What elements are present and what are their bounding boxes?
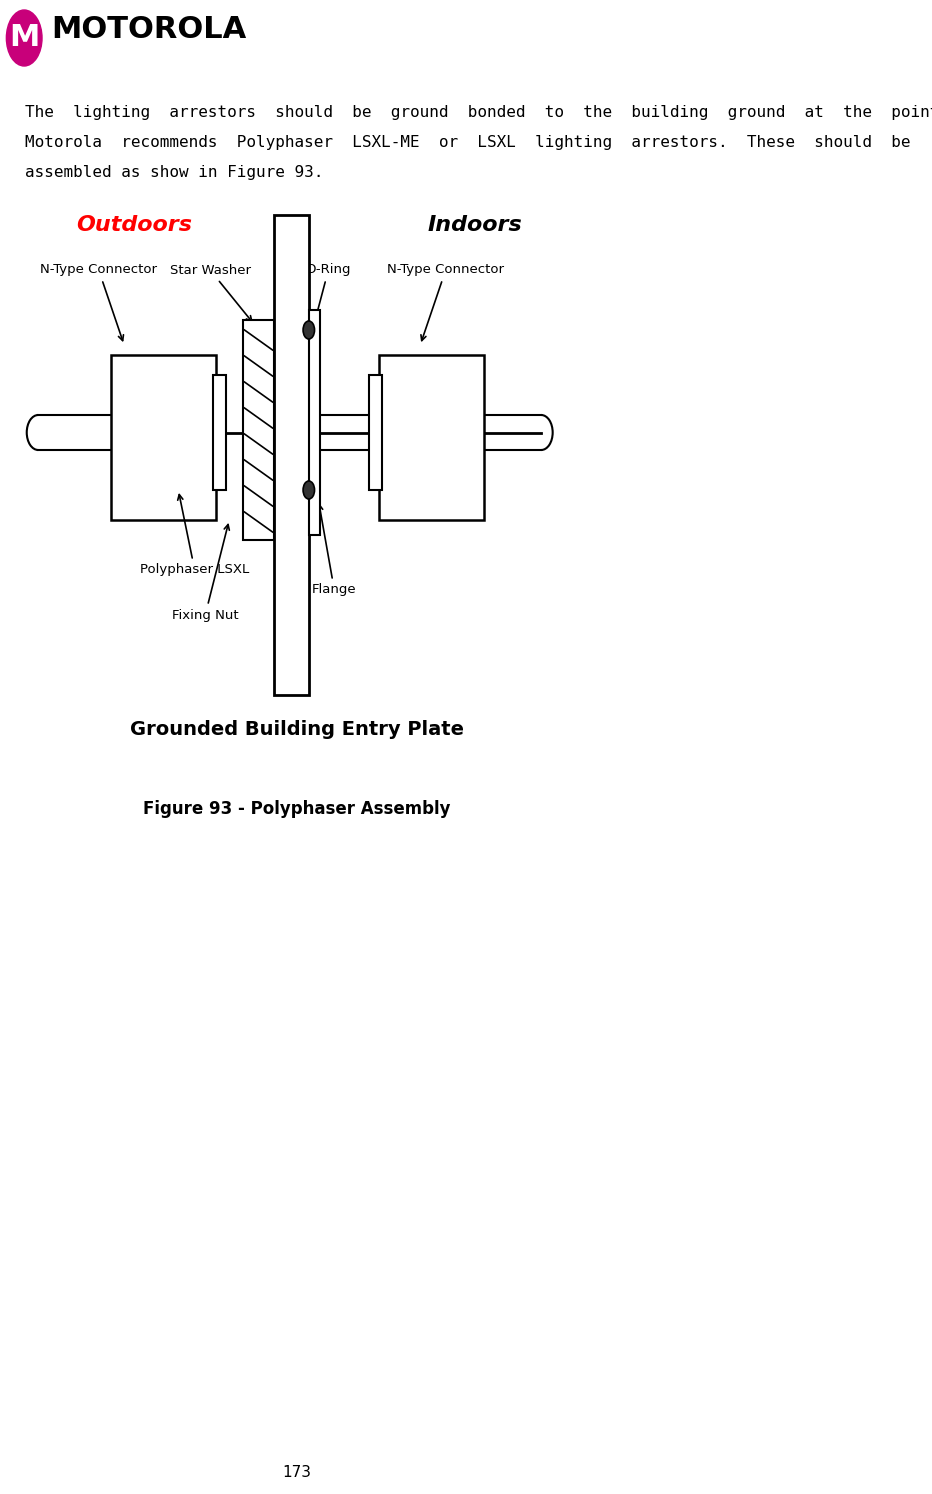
Bar [112,356,216,520]
Text: Motorola  recommends  Polyphaser  LSXL-ME  or  LSXL  lighting  arrestors.  These: Motorola recommends Polyphaser LSXL-ME o… [25,134,911,149]
Text: Polyphaser LSXL: Polyphaser LSXL [140,495,250,577]
Text: Outdoors: Outdoors [76,215,192,235]
Text: Flange: Flange [312,505,357,596]
Circle shape [7,10,42,66]
Bar [243,320,274,539]
Text: Grounded Building Entry Plate: Grounded Building Entry Plate [130,720,464,740]
Text: Indoors: Indoors [428,215,522,235]
Text: M: M [9,24,39,52]
Text: The  lighting  arrestors  should  be  ground  bonded  to  the  building  ground : The lighting arrestors should be ground … [25,105,932,120]
Text: O-Ring: O-Ring [306,263,351,327]
Bar [369,375,382,490]
Bar [308,309,321,535]
Text: assembled as show in Figure 93.: assembled as show in Figure 93. [25,164,323,179]
Text: N-Type Connector: N-Type Connector [387,263,504,341]
Circle shape [303,321,314,339]
Bar [378,356,484,520]
Text: N-Type Connector: N-Type Connector [40,263,158,341]
Text: MOTOROLA: MOTOROLA [51,15,246,45]
Text: Fixing Nut: Fixing Nut [171,524,239,622]
Text: Figure 93 - Polyphaser Assembly: Figure 93 - Polyphaser Assembly [143,799,450,819]
Bar [213,375,226,490]
Text: Star Washer: Star Washer [170,263,252,321]
Text: 173: 173 [282,1466,311,1481]
Bar [274,215,308,695]
Circle shape [303,481,314,499]
